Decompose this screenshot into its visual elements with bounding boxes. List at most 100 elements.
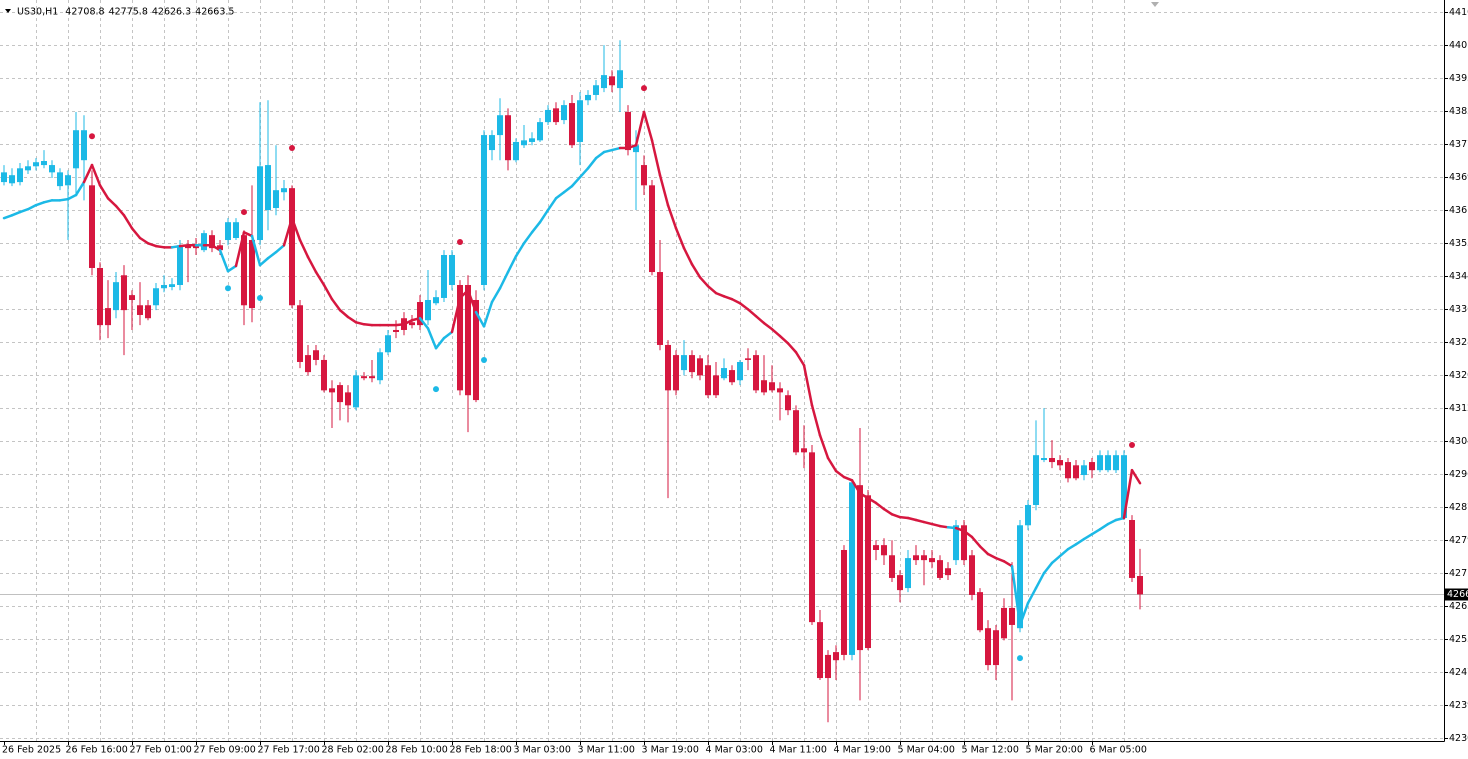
x-tick-label: 5 Mar 12:00 xyxy=(962,745,1019,756)
indicator-segment xyxy=(266,250,278,260)
candle-body xyxy=(505,115,511,161)
y-tick-label: 4377 xyxy=(1449,139,1468,150)
candle-body xyxy=(593,85,599,95)
candle-body xyxy=(873,545,879,550)
indicator-segment xyxy=(802,363,814,407)
candle-body xyxy=(489,135,495,151)
x-tick-label: 28 Feb 10:00 xyxy=(386,745,448,756)
candle-body xyxy=(745,358,751,360)
indicator-segment xyxy=(314,270,326,287)
candle-body xyxy=(145,305,151,319)
candle-body xyxy=(825,654,831,679)
indicator-segment xyxy=(66,193,78,201)
candle-body xyxy=(1105,455,1111,471)
indicator-segment xyxy=(834,469,846,479)
indicator-segment xyxy=(514,242,526,258)
indicator-segment xyxy=(762,321,774,331)
y-tick-label: 4353 xyxy=(1449,238,1468,249)
candle-body xyxy=(553,108,559,123)
symbol: US30,H1 xyxy=(17,6,58,17)
candle-body xyxy=(897,575,903,591)
indicator-segment xyxy=(210,244,222,252)
indicator-segment xyxy=(1074,537,1086,546)
candle-body xyxy=(57,172,63,187)
candle-body xyxy=(537,122,543,141)
candle-body xyxy=(409,322,415,326)
indicator-segment xyxy=(1130,468,1142,485)
candle-body xyxy=(97,267,103,326)
x-tick-label: 4 Mar 11:00 xyxy=(770,745,827,756)
x-tick-label: 3 Mar 03:00 xyxy=(514,745,571,756)
indicator-segment xyxy=(354,321,366,326)
indicator-segment xyxy=(26,203,38,211)
candle-body xyxy=(721,368,727,379)
candle-body xyxy=(393,329,399,333)
indicator-segment xyxy=(274,244,286,254)
candle-body xyxy=(281,188,287,193)
candle-body xyxy=(161,284,167,289)
signal-dot xyxy=(1129,442,1135,449)
x-tick-label: 3 Mar 19:00 xyxy=(642,745,699,756)
candle-body xyxy=(305,355,311,373)
header-low: 42626.3 xyxy=(152,6,191,17)
y-tick-label: 4271 xyxy=(1449,568,1468,579)
indicator-segment xyxy=(426,327,438,350)
x-tick-label: 27 Feb 09:00 xyxy=(194,745,256,756)
y-tick-label: 4336 xyxy=(1449,304,1468,315)
indicator-segment xyxy=(450,296,462,334)
candle-body xyxy=(33,162,39,167)
candle-body xyxy=(1137,576,1143,595)
candle-body xyxy=(937,560,943,578)
candle-body xyxy=(209,235,215,249)
candle-body xyxy=(881,545,887,556)
candle-body xyxy=(137,305,143,315)
x-tick-label: 26 Feb 16:00 xyxy=(66,745,128,756)
candle-body xyxy=(177,245,183,285)
indicator-segment xyxy=(954,526,966,533)
candle-body xyxy=(993,630,999,666)
indicator-segment xyxy=(754,314,766,325)
y-tick-label: 4247 xyxy=(1449,667,1468,678)
candle-body xyxy=(25,166,31,171)
candle-body xyxy=(425,299,431,321)
x-tick-label: 28 Feb 02:00 xyxy=(322,745,384,756)
signal-dot xyxy=(89,133,95,140)
indicator-segment xyxy=(114,204,126,217)
candle-body xyxy=(153,288,159,306)
candle-body xyxy=(257,166,263,241)
menu-triangle[interactable] xyxy=(5,9,11,13)
candle-body xyxy=(297,305,303,362)
candle-body xyxy=(1049,458,1055,463)
candle-body xyxy=(1025,505,1031,526)
indicator-segment xyxy=(42,199,54,204)
indicator-segment xyxy=(330,297,342,312)
candle-body xyxy=(49,165,55,173)
indicator-segment xyxy=(1098,522,1110,531)
y-tick-label: 4287 xyxy=(1449,502,1468,513)
candle-body xyxy=(1065,462,1071,479)
y-tick-label: 4393 xyxy=(1449,73,1468,84)
signal-dot xyxy=(241,209,247,216)
indicator-segment xyxy=(362,323,374,327)
candle-body xyxy=(369,376,375,379)
candle-body xyxy=(65,175,71,186)
indicator-segment xyxy=(730,297,742,305)
indicator-segment xyxy=(506,254,518,274)
x-tick-label: 3 Mar 11:00 xyxy=(578,745,635,756)
x-tick-label: 26 Feb 2025 xyxy=(2,745,61,756)
x-tick-label: 27 Feb 17:00 xyxy=(258,745,320,756)
indicator-segment xyxy=(346,315,358,324)
indicator-segment xyxy=(930,522,942,528)
indicator-segment xyxy=(322,283,334,301)
indicator-segment xyxy=(522,231,534,245)
candle-body xyxy=(225,222,231,241)
x-tick-label: 5 Mar 04:00 xyxy=(898,745,955,756)
indicator-segment xyxy=(650,139,662,177)
candle-body xyxy=(105,308,111,326)
indicator-segment xyxy=(642,110,654,142)
indicator-segment xyxy=(34,201,46,207)
candle-body xyxy=(601,75,607,89)
candle-body xyxy=(169,284,175,288)
candle-body xyxy=(465,284,471,396)
